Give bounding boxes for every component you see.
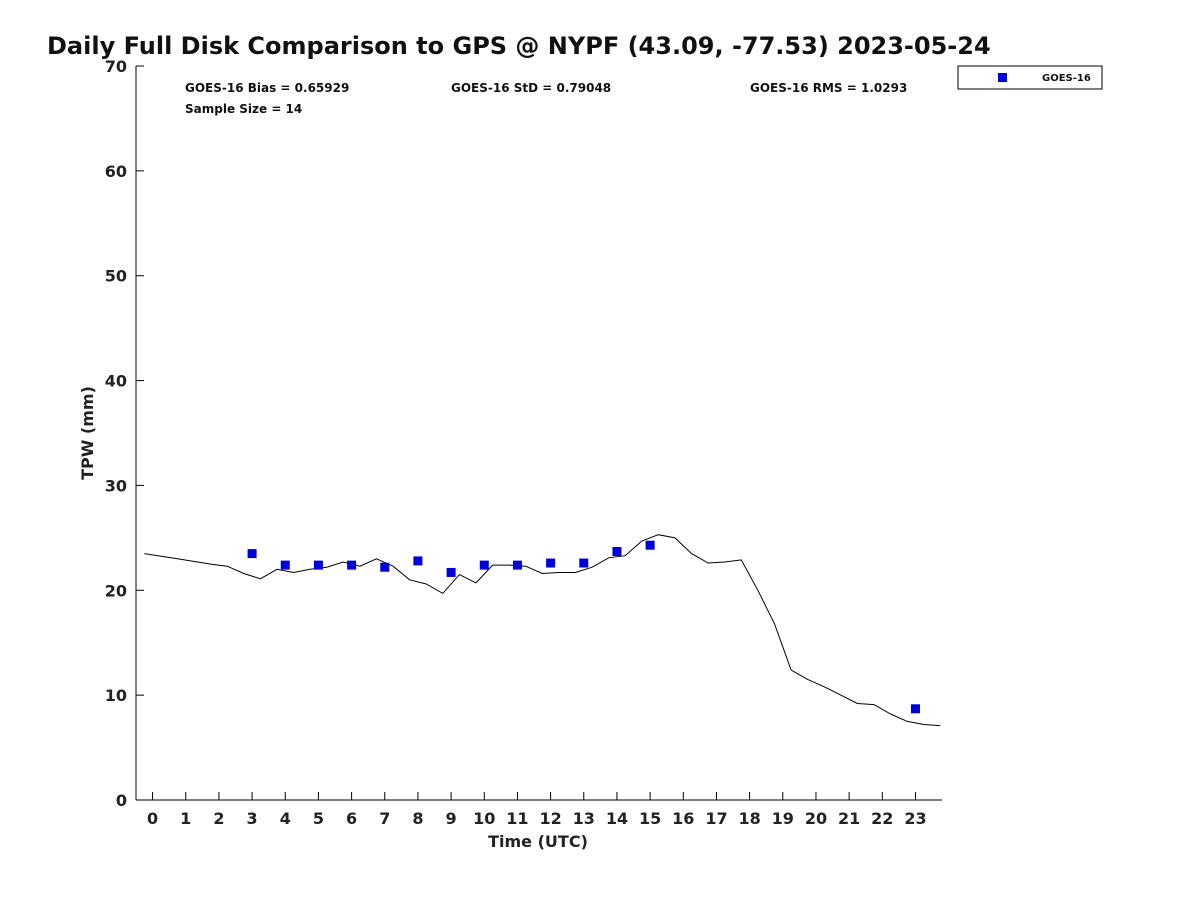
gps-tpw-line: [144, 534, 941, 727]
data-point-goes16: [512, 560, 522, 570]
data-point-goes16: [579, 558, 589, 568]
data-point-goes16: [413, 556, 423, 566]
y-tick-label: 0: [116, 791, 127, 810]
x-tick-label: 1: [180, 809, 191, 828]
x-tick-label: 8: [412, 809, 423, 828]
x-tick-label: 14: [606, 809, 628, 828]
legend: GOES-16: [957, 65, 1103, 90]
data-point-goes16: [910, 704, 920, 714]
x-tick-label: 2: [213, 809, 224, 828]
x-tick-label: 21: [838, 809, 860, 828]
x-tick-label: 11: [506, 809, 528, 828]
data-point-goes16: [479, 560, 489, 570]
x-tick-label: 22: [871, 809, 893, 828]
x-tick-label: 12: [539, 809, 561, 828]
x-tick-label: 6: [346, 809, 357, 828]
data-point-goes16: [247, 549, 257, 559]
y-tick-label: 10: [105, 686, 127, 705]
x-tick-label: 3: [247, 809, 258, 828]
x-tick-label: 18: [738, 809, 760, 828]
x-tick-label: 10: [473, 809, 495, 828]
x-tick-label: 19: [772, 809, 794, 828]
chart-title: Daily Full Disk Comparison to GPS @ NYPF…: [47, 32, 991, 60]
data-point-goes16: [612, 546, 622, 556]
x-tick-label: 17: [705, 809, 727, 828]
x-tick-label: 9: [446, 809, 457, 828]
stat-bias: GOES-16 Bias = 0.65929: [185, 81, 349, 95]
stat-rms: GOES-16 RMS = 1.0293: [750, 81, 907, 95]
data-point-goes16: [380, 562, 390, 572]
x-tick-label: 20: [805, 809, 827, 828]
x-tick-label: 16: [672, 809, 694, 828]
legend-label-goes16: GOES-16: [1042, 73, 1091, 84]
y-ticks: 0 10 20 30 40 50 60 70: [105, 57, 144, 810]
stat-std: GOES-16 StD = 0.79048: [451, 81, 611, 95]
data-point-goes16: [546, 558, 556, 568]
data-point-goes16: [446, 567, 456, 577]
y-tick-label: 30: [105, 476, 127, 495]
y-axis-label: TPW (mm): [78, 386, 97, 480]
y-tick-label: 60: [105, 162, 127, 181]
y-tick-label: 40: [105, 372, 127, 391]
data-point-goes16: [280, 560, 290, 570]
x-tick-label: 5: [313, 809, 324, 828]
y-tick-label: 70: [105, 57, 127, 76]
data-point-goes16: [313, 560, 323, 570]
x-ticks: 0 1 2 3 4 5 6 7 8 9 10 11 12 13 14 15 16 17 18 19 20 21 22 23: [147, 792, 927, 828]
y-tick-label: 50: [105, 267, 127, 286]
series-lines: [144, 534, 941, 727]
data-point-goes16: [347, 560, 357, 570]
data-point-goes16: [645, 540, 655, 550]
x-tick-label: 7: [379, 809, 390, 828]
y-tick-label: 20: [105, 581, 127, 600]
x-axis-label: Time (UTC): [488, 832, 588, 851]
series-points: [247, 540, 920, 714]
x-tick-label: 23: [904, 809, 926, 828]
x-tick-label: 4: [280, 809, 291, 828]
x-tick-label: 13: [573, 809, 595, 828]
x-tick-label: 15: [639, 809, 661, 828]
legend-box: [957, 65, 1103, 90]
legend-marker-goes16: [998, 73, 1007, 82]
x-tick-label: 0: [147, 809, 158, 828]
stat-sample-size: Sample Size = 14: [185, 102, 302, 116]
